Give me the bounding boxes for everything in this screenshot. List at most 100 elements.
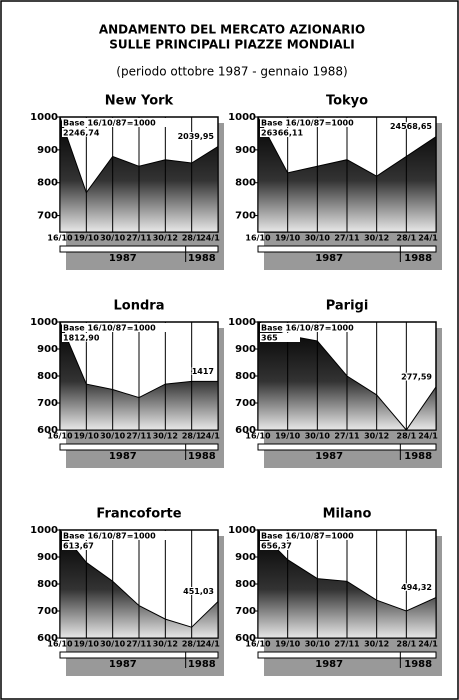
- period: (periodo ottobre 1987 - gennaio 1988): [116, 65, 347, 79]
- x-tick-label: 30/10: [305, 432, 331, 441]
- title: ANDAMENTO DEL MERCATO AZIONARIO: [99, 23, 365, 37]
- x-tick-label: 16/10: [47, 640, 73, 649]
- year-label: 1987: [109, 451, 137, 462]
- year-label: 1987: [109, 659, 137, 670]
- annotation-bg: [260, 118, 370, 127]
- y-tick-label: 700: [37, 606, 58, 617]
- x-tick-label: 16/10: [245, 432, 271, 441]
- x-tick-label: 19/10: [275, 432, 301, 441]
- x-tick-label: 24/1: [418, 640, 438, 649]
- x-tick-label: 28/1: [182, 640, 202, 649]
- x-tick-label: 30/10: [305, 234, 331, 243]
- x-tick-label: 19/10: [74, 640, 100, 649]
- x-tick-label: 24/1: [200, 432, 220, 441]
- x-tick-label: 30/10: [100, 432, 126, 441]
- year-bar: [257, 443, 437, 451]
- y-tick-label: 700: [235, 398, 256, 409]
- x-tick-label: 19/10: [74, 432, 100, 441]
- end-label: 451,03: [183, 587, 214, 596]
- y-tick-label: 600: [37, 633, 58, 644]
- y-tick-label: 900: [37, 145, 58, 156]
- annotation: Base 16/10/87=1000: [63, 324, 156, 333]
- y-tick-label: 800: [235, 178, 256, 189]
- x-tick-label: 30/12: [364, 640, 389, 649]
- y-tick-label: 600: [235, 633, 256, 644]
- start-label-bg: [260, 333, 300, 342]
- chart-title: New York: [105, 94, 174, 109]
- chart-title: Parigi: [326, 299, 369, 314]
- end-label: 277,59: [401, 372, 432, 381]
- end-label: 494,32: [401, 583, 432, 592]
- y-tick-label: 900: [235, 552, 256, 563]
- y-tick-label: 900: [235, 145, 256, 156]
- y-tick-label: 800: [37, 371, 58, 382]
- x-tick-label: 30/12: [364, 234, 389, 243]
- year-bar: [257, 651, 437, 659]
- start-label-bg: [62, 541, 102, 550]
- annotation-bg: [62, 531, 172, 540]
- y-tick-label: 1000: [30, 317, 58, 328]
- year-label: 1988: [404, 451, 432, 462]
- x-tick-label: 16/10: [245, 640, 271, 649]
- x-tick-label: 16/10: [47, 234, 73, 243]
- x-tick-label: 19/10: [275, 640, 301, 649]
- start-label: 613,67: [63, 542, 94, 551]
- x-tick-label: 28/1: [182, 234, 202, 243]
- x-tick-label: 30/12: [364, 432, 389, 441]
- chart-title: Londra: [114, 299, 165, 314]
- x-tick-label: 30/12: [153, 234, 178, 243]
- end-label: 1417: [192, 367, 214, 376]
- y-tick-label: 900: [235, 344, 256, 355]
- y-tick-label: 800: [37, 579, 58, 590]
- x-tick-label: 27/11: [334, 234, 360, 243]
- end-label: 24568,65: [390, 122, 432, 131]
- year-bar: [59, 443, 219, 451]
- y-tick-label: 900: [37, 552, 58, 563]
- annotation: Base 16/10/87=1000: [261, 324, 354, 333]
- subtitle: SULLE PRINCIPALI PIAZZE MONDIALI: [109, 38, 354, 52]
- x-tick-label: 30/12: [153, 432, 178, 441]
- year-label: 1988: [404, 253, 432, 264]
- start-label-bg: [62, 333, 102, 342]
- annotation-bg: [260, 323, 370, 332]
- x-tick-label: 16/10: [47, 432, 73, 441]
- x-tick-label: 19/10: [275, 234, 301, 243]
- y-tick-label: 800: [235, 371, 256, 382]
- x-tick-label: 30/12: [153, 640, 178, 649]
- annotation: Base 16/10/87=1000: [261, 532, 354, 541]
- y-tick-label: 700: [37, 398, 58, 409]
- annotation-bg: [62, 323, 172, 332]
- x-tick-label: 19/10: [74, 234, 100, 243]
- y-tick-label: 1000: [228, 317, 256, 328]
- y-tick-label: 800: [235, 579, 256, 590]
- year-label: 1987: [315, 253, 343, 264]
- annotation: Base 16/10/87=1000: [63, 532, 156, 541]
- x-tick-label: 27/11: [126, 432, 152, 441]
- y-tick-label: 1000: [30, 525, 58, 536]
- y-tick-label: 700: [37, 211, 58, 222]
- x-tick-label: 28/1: [397, 640, 417, 649]
- x-tick-label: 24/1: [418, 432, 438, 441]
- x-tick-label: 28/1: [397, 234, 417, 243]
- start-label-bg: [260, 128, 300, 137]
- annotation: Base 16/10/87=1000: [63, 119, 156, 128]
- chart-title: Tokyo: [326, 94, 368, 109]
- x-tick-label: 24/1: [200, 234, 220, 243]
- start-label: 656,37: [261, 542, 292, 551]
- y-tick-label: 700: [235, 211, 256, 222]
- y-tick-label: 800: [37, 178, 58, 189]
- x-tick-label: 24/1: [418, 234, 438, 243]
- start-label: 365: [261, 334, 278, 343]
- x-tick-label: 27/11: [126, 640, 152, 649]
- chart-title: Milano: [323, 507, 372, 522]
- x-tick-label: 27/11: [126, 234, 152, 243]
- y-tick-label: 900: [37, 344, 58, 355]
- start-label-bg: [260, 541, 300, 550]
- start-label: 2246,74: [63, 129, 100, 138]
- year-label: 1988: [188, 659, 216, 670]
- x-tick-label: 30/10: [100, 640, 126, 649]
- x-tick-label: 24/1: [200, 640, 220, 649]
- end-label: 2039,95: [178, 132, 215, 141]
- x-tick-label: 16/10: [245, 234, 271, 243]
